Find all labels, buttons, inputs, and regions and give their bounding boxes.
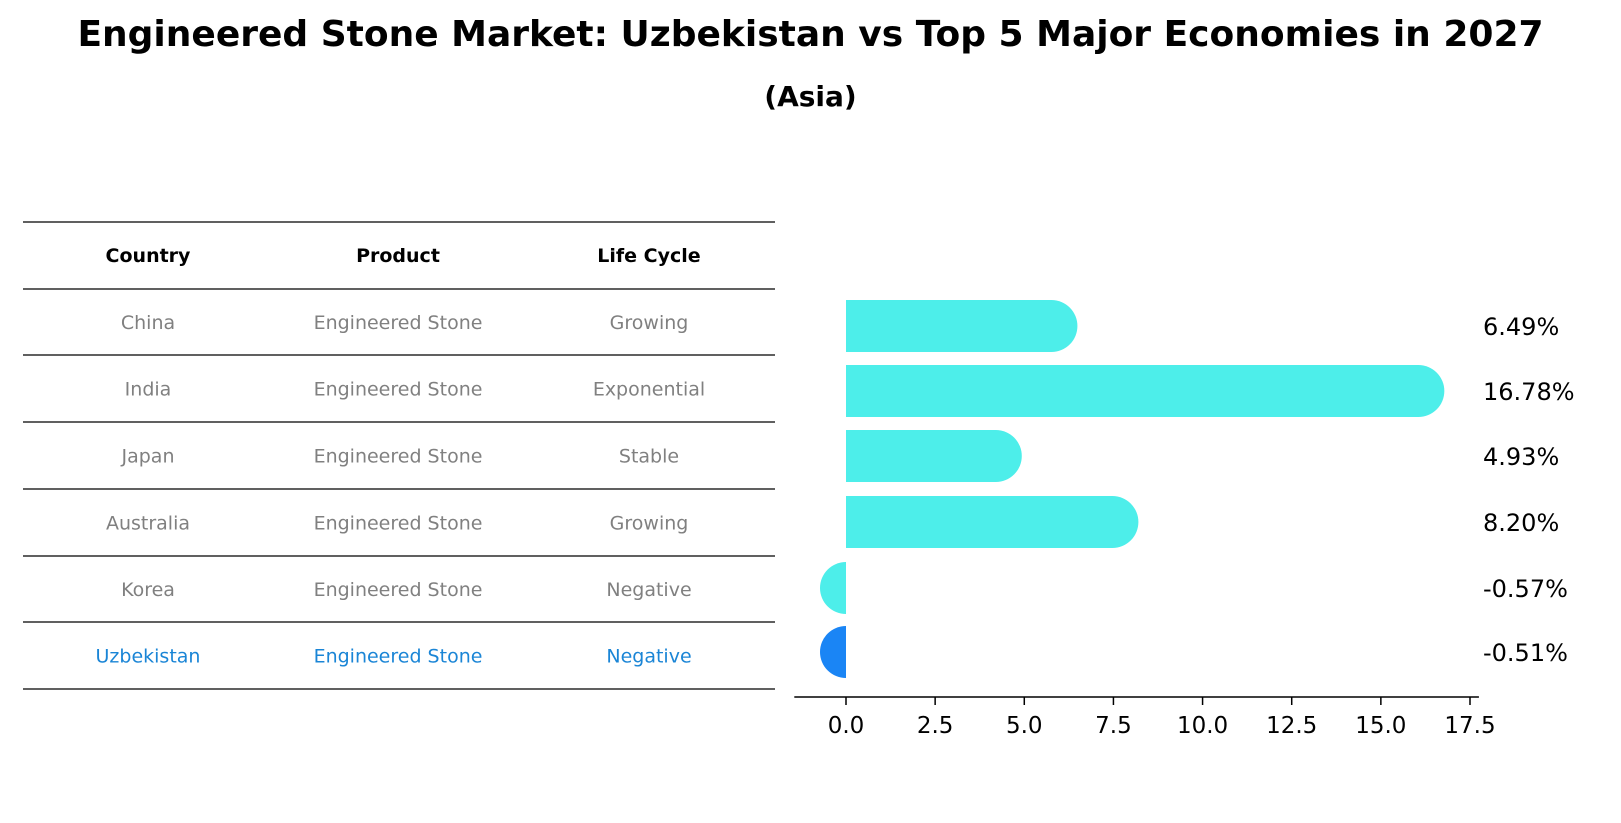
bar-korea: [820, 562, 846, 614]
x-tick-label: 17.5: [1444, 713, 1495, 739]
table-cell-country: India: [125, 379, 172, 401]
table-cell-product: Engineered Stone: [314, 646, 483, 668]
table-cell-country: Uzbekistan: [96, 646, 201, 668]
table-cell-product: Engineered Stone: [314, 446, 483, 468]
table-cell-product: Engineered Stone: [314, 513, 483, 535]
table-cell-product: Engineered Stone: [314, 579, 483, 601]
x-tick-label: 7.5: [1095, 713, 1132, 739]
bar-value-label: 4.93%: [1483, 443, 1559, 471]
bar-india: [846, 365, 1445, 417]
table-cell-life-cycle: Negative: [606, 646, 691, 668]
bar-value-label: 16.78%: [1483, 378, 1575, 406]
table-cell-product: Engineered Stone: [314, 379, 483, 401]
bar-australia: [846, 496, 1139, 548]
table-cell-life-cycle: Growing: [610, 312, 689, 334]
table-cell-life-cycle: Stable: [619, 446, 679, 468]
x-tick-label: 15.0: [1355, 713, 1406, 739]
x-tick-label: 12.5: [1266, 713, 1317, 739]
table-cell-life-cycle: Growing: [610, 513, 689, 535]
x-tick-label: 0.0: [828, 713, 865, 739]
table-cell-country: China: [121, 312, 175, 334]
x-tick-label: 5.0: [1006, 713, 1043, 739]
data-table: Country Product Life Cycle China Engineered …: [23, 221, 775, 690]
table-cell-product: Engineered Stone: [314, 312, 483, 334]
bar-value-label: -0.51%: [1483, 639, 1568, 667]
chart-title: Engineered Stone Market: Uzbekistan vs T…: [77, 14, 1544, 55]
bar-china: [846, 300, 1078, 352]
table-cell-life-cycle: Negative: [606, 579, 691, 601]
table-cell-country: Japan: [121, 446, 175, 468]
table-header-cell: Product: [356, 245, 440, 267]
bar-uzbekistan: [820, 626, 846, 678]
x-tick-label: 10.0: [1177, 713, 1228, 739]
table-header-cell: Life Cycle: [597, 245, 700, 267]
bar-chart: 6.49% 16.78% 4.93% 8.20% -0.57% -0.51% 0.0 2.5 5…: [794, 300, 1575, 739]
bar-value-label: -0.57%: [1483, 575, 1568, 603]
bar-value-label: 6.49%: [1483, 313, 1559, 341]
table-cell-life-cycle: Exponential: [593, 379, 705, 401]
chart-subtitle: (Asia): [764, 80, 857, 113]
bar-japan: [846, 430, 1022, 482]
table-header-cell: Country: [106, 245, 192, 267]
x-tick-label: 2.5: [917, 713, 954, 739]
bar-value-label: 8.20%: [1483, 509, 1559, 537]
table-cell-country: Korea: [121, 579, 175, 601]
table-cell-country: Australia: [106, 513, 190, 535]
